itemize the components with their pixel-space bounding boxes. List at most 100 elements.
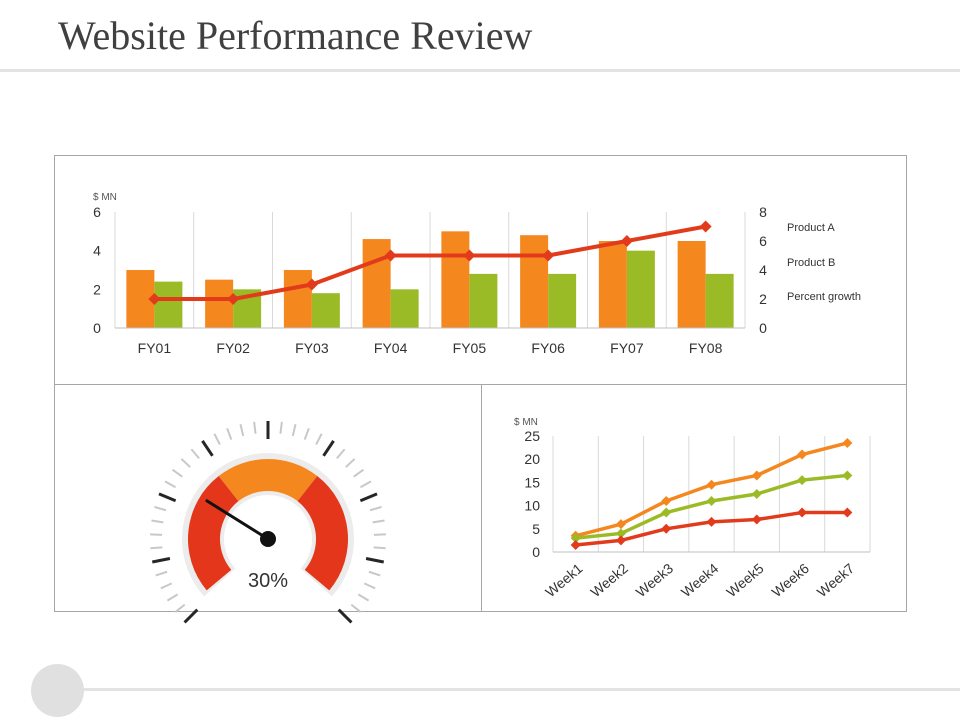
combo-growth-point — [463, 249, 476, 262]
combo-y-tick-label: 6 — [93, 204, 101, 220]
combo-x-tick-label: FY08 — [689, 340, 723, 356]
combo-growth-point — [305, 278, 318, 291]
title-divider — [0, 69, 960, 72]
combo-bar-product-a — [205, 279, 234, 328]
line-series-point — [751, 470, 762, 481]
line-series-point — [751, 489, 762, 499]
combo-y-tick-label: 4 — [93, 243, 101, 259]
combo-growth-point — [384, 249, 397, 262]
line-x-tick-label: Week1 — [542, 560, 586, 600]
combo-bar-product-a — [362, 239, 391, 328]
gauge-minor-tick — [291, 424, 297, 437]
gauge-major-tick — [158, 492, 177, 503]
gauge-pivot — [260, 531, 276, 547]
combo-y2-tick-label: 2 — [759, 291, 767, 307]
gauge-band-mid — [218, 459, 318, 502]
gauge-minor-tick — [213, 433, 221, 446]
combo-bar-product-b — [626, 250, 655, 328]
line-series-point — [615, 535, 626, 546]
gauge-minor-tick — [363, 582, 376, 590]
gauge-major-tick — [322, 440, 335, 457]
combo-legend-label: Product B — [787, 257, 835, 269]
gauge-minor-tick — [345, 458, 356, 468]
gauge-minor-tick — [164, 480, 177, 489]
combo-y-tick-label: 0 — [93, 320, 101, 336]
line-x-tick-label: Week7 — [814, 560, 858, 600]
combo-x-tick-label: FY01 — [138, 340, 172, 356]
combo-x-tick-label: FY02 — [216, 340, 250, 356]
panel-divider-vertical — [481, 384, 482, 612]
line-series-point — [706, 479, 717, 490]
gauge-minor-tick — [372, 519, 385, 524]
combo-y-tick-label: 2 — [93, 281, 101, 297]
line-series-point — [570, 533, 581, 544]
gauge-minor-tick — [373, 546, 386, 550]
line-y-tick-label: 15 — [524, 474, 540, 490]
gauge-minor-tick — [359, 480, 372, 489]
line-y-tick-label: 10 — [524, 498, 540, 514]
gauge-minor-tick — [353, 468, 365, 478]
line-series-point — [661, 523, 672, 534]
line-series-point — [797, 475, 808, 486]
combo-bar-product-b — [390, 289, 419, 328]
gauge-minor-tick — [369, 506, 382, 512]
gauge-major-tick — [359, 492, 378, 503]
line-series-point — [842, 507, 853, 518]
gauge-minor-tick — [155, 570, 168, 577]
line-series-point — [751, 514, 762, 525]
gauge-minor-tick — [154, 506, 167, 512]
gauge-minor-tick — [315, 433, 323, 446]
footer-decoration-circle — [31, 664, 84, 717]
combo-growth-point — [227, 293, 240, 305]
combo-x-tick-label: FY04 — [374, 340, 408, 356]
line-series-point — [615, 528, 626, 539]
gauge-minor-tick — [226, 427, 233, 440]
gauge-major-tick — [151, 557, 171, 564]
gauge-minor-tick — [171, 468, 183, 478]
gauge-value-label: 30% — [248, 570, 288, 592]
combo-bar-product-b — [154, 281, 183, 328]
dashboard-frame — [54, 155, 907, 612]
combo-legend-label: Percent growth — [787, 291, 861, 303]
gauge-minor-tick — [174, 603, 186, 613]
combo-bar-product-a — [441, 231, 470, 328]
gauge-minor-tick — [239, 424, 245, 437]
combo-x-tick-label: FY07 — [610, 340, 644, 356]
line-y-tick-label: 0 — [532, 544, 540, 560]
combo-bar-product-a — [520, 235, 549, 328]
line-y-tick-label: 25 — [524, 428, 540, 444]
gauge-minor-tick — [303, 427, 310, 440]
gauge-major-tick — [183, 608, 199, 624]
line-y-axis-label: $ MN — [514, 417, 538, 428]
line-x-tick-label: Week4 — [678, 560, 722, 600]
combo-growth-point — [148, 293, 161, 305]
combo-bar-product-a — [283, 270, 312, 328]
gauge-minor-tick — [160, 582, 173, 590]
combo-bar-product-a — [598, 241, 627, 328]
combo-bar-product-b — [705, 273, 734, 328]
combo-legend-label: Product A — [787, 222, 835, 234]
combo-y2-tick-label: 4 — [759, 262, 767, 278]
gauge-major-tick — [201, 440, 214, 457]
line-y-tick-label: 20 — [524, 451, 540, 467]
line-series-point — [797, 449, 808, 460]
gauge-minor-tick — [180, 458, 191, 468]
combo-bar-product-b — [548, 273, 577, 328]
line-x-tick-label: Week6 — [769, 560, 813, 600]
line-y-tick-label: 5 — [532, 521, 540, 537]
combo-growth-point — [620, 235, 633, 247]
combo-growth-line — [154, 224, 706, 301]
line-series-point — [842, 437, 853, 448]
combo-bar-product-a — [677, 241, 706, 328]
gauge-major-tick — [365, 557, 385, 564]
gauge-minor-tick — [190, 448, 200, 460]
footer-divider — [82, 688, 960, 691]
combo-y-axis-label: $ MN — [93, 192, 117, 203]
line-series-point — [661, 495, 672, 506]
gauge-major-tick — [337, 608, 353, 624]
gauge-minor-tick — [253, 421, 257, 434]
gauge-minor-tick — [368, 570, 381, 577]
line-series-point — [570, 540, 581, 551]
